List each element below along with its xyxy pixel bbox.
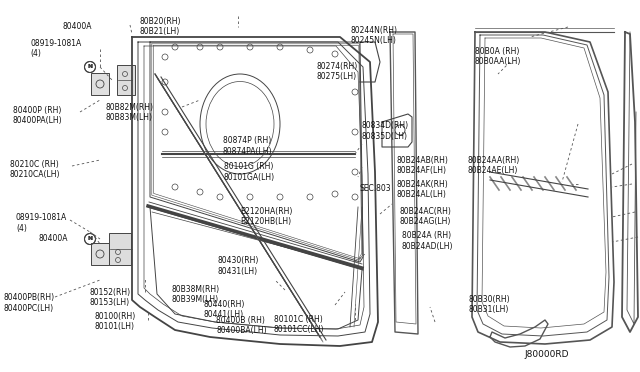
Text: 08919-1081A
(4): 08919-1081A (4) (16, 214, 67, 233)
Text: 08919-1081A
(4): 08919-1081A (4) (31, 39, 82, 58)
Text: 80B24AK(RH)
80B24AL(LH): 80B24AK(RH) 80B24AL(LH) (397, 180, 449, 199)
Text: B2120HA(RH)
B2120HB(LH): B2120HA(RH) B2120HB(LH) (240, 207, 292, 226)
Text: 80834D(RH)
80835D(LH): 80834D(RH) 80835D(LH) (362, 121, 409, 141)
Text: 80400PB(RH)
80400PC(LH): 80400PB(RH) 80400PC(LH) (3, 294, 54, 313)
Text: 80101C (RH)
80101CC(LH): 80101C (RH) 80101CC(LH) (274, 315, 324, 334)
FancyBboxPatch shape (109, 233, 131, 265)
Text: J80000RD: J80000RD (525, 350, 570, 359)
Text: 80152(RH)
80153(LH): 80152(RH) 80153(LH) (90, 288, 131, 307)
Text: 80101G (RH)
80101GA(LH): 80101G (RH) 80101GA(LH) (224, 162, 275, 182)
Text: N: N (87, 237, 93, 241)
FancyBboxPatch shape (91, 73, 109, 95)
Text: 80274(RH)
80275(LH): 80274(RH) 80275(LH) (317, 62, 358, 81)
Text: 80B24AB(RH)
80B24AF(LH): 80B24AB(RH) 80B24AF(LH) (397, 156, 449, 175)
Text: N: N (87, 64, 93, 70)
Text: 80400B (RH)
80400BA(LH): 80400B (RH) 80400BA(LH) (216, 316, 267, 335)
Text: 80B30(RH)
80B31(LH): 80B30(RH) 80B31(LH) (468, 295, 510, 314)
Text: 80B24AC(RH)
80B24AG(LH): 80B24AC(RH) 80B24AG(LH) (400, 207, 452, 226)
Text: 80B38M(RH)
80B39M(LH): 80B38M(RH) 80B39M(LH) (172, 285, 220, 304)
Text: 80B82M(RH)
80B83M(LH): 80B82M(RH) 80B83M(LH) (106, 103, 154, 122)
Text: 80B0A (RH)
80B0AA(LH): 80B0A (RH) 80B0AA(LH) (475, 47, 521, 66)
Text: 80100(RH)
80101(LH): 80100(RH) 80101(LH) (95, 312, 136, 331)
Text: 80400P (RH)
80400PA(LH): 80400P (RH) 80400PA(LH) (13, 106, 63, 125)
Text: 80400A: 80400A (38, 234, 68, 243)
Text: SEC.803: SEC.803 (360, 185, 391, 193)
Text: 80B24AA(RH)
80B24AE(LH): 80B24AA(RH) 80B24AE(LH) (467, 156, 520, 175)
Text: 80B20(RH)
80B21(LH): 80B20(RH) 80B21(LH) (140, 17, 181, 36)
Text: 80430(RH)
80431(LH): 80430(RH) 80431(LH) (218, 256, 259, 276)
FancyBboxPatch shape (117, 65, 135, 95)
Text: 80874P (RH)
80874PA(LH): 80874P (RH) 80874PA(LH) (223, 136, 272, 155)
FancyBboxPatch shape (91, 243, 109, 265)
Text: N: N (88, 237, 92, 241)
Text: 80400A: 80400A (63, 22, 92, 31)
Text: N: N (88, 64, 92, 70)
Text: 80244N(RH)
80245N(LH): 80244N(RH) 80245N(LH) (351, 26, 397, 45)
Text: 80B24A (RH)
80B24AD(LH): 80B24A (RH) 80B24AD(LH) (402, 231, 453, 251)
Text: 80210C (RH)
80210CA(LH): 80210C (RH) 80210CA(LH) (10, 160, 60, 179)
Text: 80440(RH)
80441(LH): 80440(RH) 80441(LH) (204, 300, 245, 319)
